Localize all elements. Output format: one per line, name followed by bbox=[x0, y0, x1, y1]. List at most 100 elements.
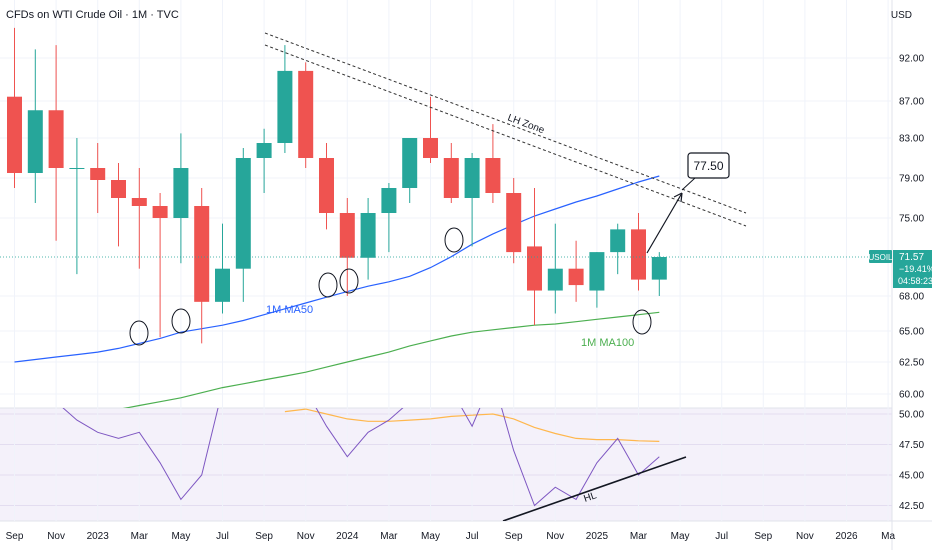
candle-body bbox=[610, 229, 626, 253]
ma-touch-circle bbox=[129, 320, 149, 346]
ma-touch-circle bbox=[632, 309, 652, 335]
price-tick-label: 62.50 bbox=[899, 358, 924, 369]
ma100-label: 1M MA100 bbox=[581, 337, 634, 349]
candle-body bbox=[402, 138, 418, 188]
last-price-value: 71.57 bbox=[899, 252, 924, 263]
time-tick-label: 2024 bbox=[336, 531, 359, 542]
time-tick-label: 2023 bbox=[87, 531, 110, 542]
candle bbox=[360, 198, 376, 280]
ma-touch-circle bbox=[444, 227, 464, 253]
candle-body bbox=[443, 158, 459, 198]
candle bbox=[90, 143, 106, 213]
candle bbox=[589, 252, 605, 308]
time-tick-label: Nov bbox=[796, 531, 814, 542]
time-tick-label: Sep bbox=[505, 531, 523, 542]
time-tick-label: Jul bbox=[466, 531, 479, 542]
price-tick-label: 79.00 bbox=[899, 174, 924, 185]
time-tick-label: Sep bbox=[6, 531, 24, 542]
candle-body bbox=[651, 257, 667, 280]
candle bbox=[256, 128, 272, 193]
symbol-badge-label: USOIL bbox=[868, 253, 893, 262]
lh-zone-lower-line bbox=[264, 44, 747, 227]
rsi-line bbox=[62, 408, 660, 507]
candle-body bbox=[360, 213, 376, 258]
price-tick-label: 83.00 bbox=[899, 134, 924, 145]
target-callout-box bbox=[687, 152, 730, 179]
rsi-ma-line bbox=[284, 408, 660, 442]
target-callout-label: 77.50 bbox=[693, 159, 723, 173]
candle bbox=[111, 163, 126, 247]
candle bbox=[547, 223, 563, 314]
candle-body bbox=[48, 110, 64, 168]
candle-body bbox=[464, 158, 480, 198]
candle bbox=[631, 213, 646, 291]
candle bbox=[173, 133, 189, 264]
candle-body bbox=[256, 143, 272, 158]
target-arrow-line bbox=[646, 192, 683, 254]
candle bbox=[506, 178, 522, 264]
candle bbox=[298, 62, 314, 168]
candle-body bbox=[568, 268, 584, 286]
rsi-tick-label: 42.50 bbox=[899, 501, 924, 512]
lh-zone-label: LH Zone bbox=[506, 113, 546, 137]
time-tick-label: Ma bbox=[881, 531, 895, 542]
candle bbox=[27, 49, 43, 203]
symbol-badge bbox=[869, 250, 892, 263]
candle-body bbox=[235, 158, 251, 269]
time-tick-label: 2026 bbox=[835, 531, 858, 542]
time-tick-label: Mar bbox=[131, 531, 149, 542]
candle bbox=[651, 252, 667, 296]
price-tick-label: 68.00 bbox=[899, 292, 924, 303]
time-tick-label: Mar bbox=[630, 531, 648, 542]
time-tick-label: May bbox=[671, 531, 690, 542]
candle-body bbox=[131, 198, 147, 206]
rsi-pane bbox=[62, 408, 687, 521]
time-tick-label: Sep bbox=[754, 531, 772, 542]
candle bbox=[69, 138, 85, 275]
candle-body bbox=[381, 188, 397, 213]
time-tick-label: Jul bbox=[216, 531, 229, 542]
currency-label[interactable]: USD bbox=[890, 10, 912, 21]
rsi-tick-label: 47.50 bbox=[899, 440, 924, 451]
candle-body bbox=[173, 168, 189, 218]
candle-body bbox=[423, 138, 438, 158]
candle bbox=[48, 45, 64, 241]
ma50-line bbox=[14, 175, 660, 363]
chart-title: CFDs on WTI Crude Oil · 1M · TVC bbox=[6, 9, 179, 21]
candle-body bbox=[27, 110, 43, 173]
candle-body bbox=[7, 96, 22, 173]
candle-body bbox=[485, 158, 501, 193]
candle-countdown: 04:58:23 bbox=[898, 276, 932, 286]
candle-body bbox=[319, 158, 334, 213]
rsi-tick-label: 45.00 bbox=[899, 471, 924, 482]
lh-zone-upper-line bbox=[264, 32, 747, 214]
price-pane bbox=[7, 27, 667, 408]
candle bbox=[339, 198, 355, 296]
candle bbox=[319, 143, 334, 230]
target-arrow-head bbox=[673, 192, 683, 203]
candle bbox=[152, 193, 168, 338]
candle-body bbox=[152, 206, 168, 218]
candle bbox=[464, 153, 480, 247]
time-tick-label: Nov bbox=[297, 531, 315, 542]
candle-body bbox=[527, 246, 542, 291]
hl-label: HL bbox=[582, 490, 598, 505]
target-callout-pointer bbox=[681, 177, 696, 191]
ma100-line bbox=[122, 311, 660, 408]
last-price-badge bbox=[893, 250, 932, 288]
time-tick-label: Mar bbox=[380, 531, 398, 542]
time-tick-label: Sep bbox=[255, 531, 273, 542]
ma-touch-circle bbox=[318, 272, 338, 298]
candle-body bbox=[111, 180, 126, 198]
candle-body bbox=[277, 70, 293, 143]
candle-body bbox=[506, 193, 522, 253]
candle bbox=[423, 96, 438, 163]
candle bbox=[568, 240, 584, 302]
candle-body bbox=[194, 206, 210, 302]
candle bbox=[610, 223, 626, 275]
candle-body bbox=[631, 229, 646, 280]
candle bbox=[131, 168, 147, 269]
price-tick-label: 75.00 bbox=[899, 214, 924, 225]
rsi-pane-background bbox=[0, 408, 892, 521]
